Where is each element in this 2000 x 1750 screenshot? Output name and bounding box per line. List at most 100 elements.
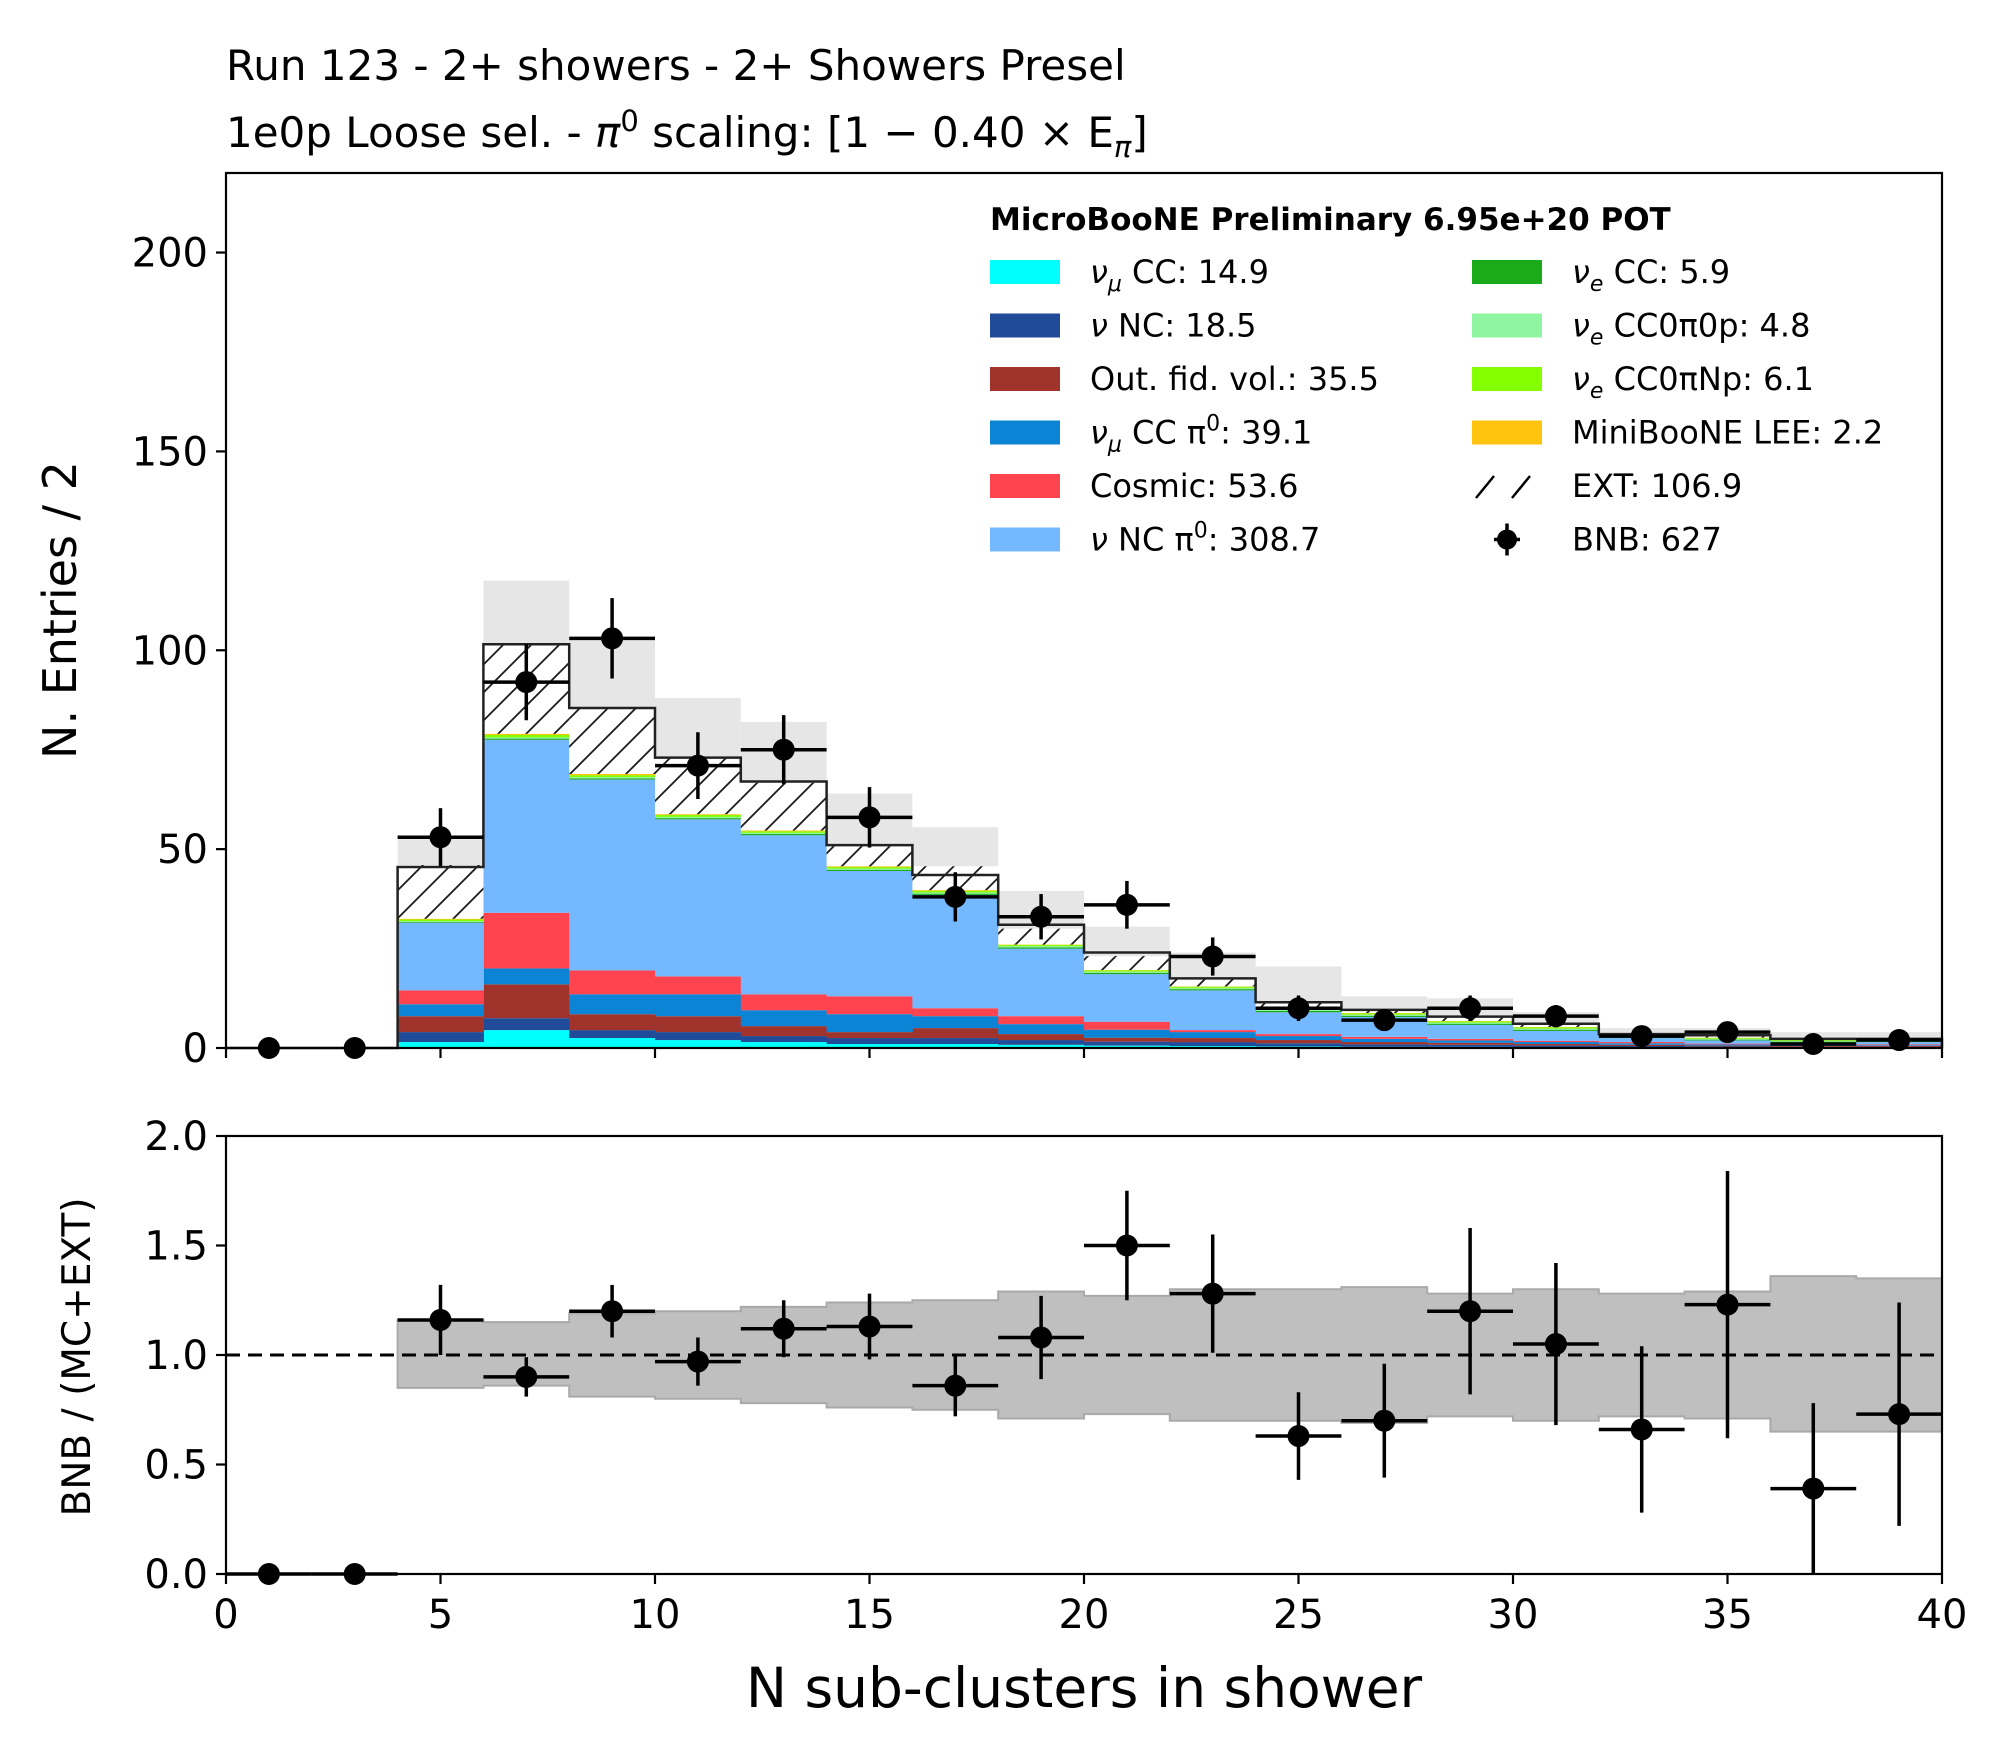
bar-nue_np [998,944,1085,947]
bar-numu_cc [397,1042,484,1048]
bnb-point [515,671,538,694]
legend-label-numu_cc: νμ CC: 14.9 [1090,253,1269,297]
bar-nue_cc [397,921,484,923]
bar-ext-hatch [569,708,655,774]
ratio-point [1459,1300,1482,1323]
bar-ofv [569,1014,656,1031]
bar-nu_nc [483,1018,570,1031]
ratio-point [1716,1293,1739,1316]
bar-nu_nc [1513,1045,1600,1048]
legend-label-nue_0p: νe CC0π0p: 4.8 [1572,307,1810,351]
bar-ofv [1341,1042,1428,1045]
ratio-point [429,1308,452,1331]
legend-swatch-nue_cc [1472,260,1542,284]
bar-nu_nc [655,1032,742,1041]
x-tick-label: 25 [1273,1592,1324,1638]
bar-nue_np [483,734,570,738]
bar-ofv [1513,1044,1600,1046]
ratio-point [1630,1418,1653,1441]
bar-nu_nc [1169,1042,1257,1047]
bar-nc_pi0 [1427,1024,1514,1039]
legend-items: νμ CC: 14.9 ν NC: 18.5 Out. fid. vol.: 35.… [990,253,1883,559]
bnb-point [1373,1009,1396,1032]
main-y-axis-ticks: 0 50 100 150 200 [132,231,226,1072]
bar-nue_np [1427,1021,1514,1023]
bar-nue_0p [998,946,1085,948]
legend-label-lee: MiniBooNE LEE: 2.2 [1572,414,1883,452]
bar-nue_cc [1169,989,1257,991]
bar-nc_pi0 [1513,1030,1600,1041]
bar-nue_np [1169,986,1257,988]
x-tick-label: 40 [1917,1592,1968,1638]
bar-numu_cc [569,1038,656,1048]
ratio-point [1802,1477,1825,1500]
bar-nue_0p [826,868,913,870]
bnb-point [1287,997,1310,1020]
bar-cosmic [1513,1040,1600,1043]
legend-swatch-numu_cc [990,260,1060,284]
legend-label-nu_nc: ν NC: 18.5 [1090,307,1257,345]
bar-nue_0p [569,777,656,779]
bar-lee [655,814,742,815]
bar-nu_nc [1427,1044,1514,1047]
ratio-point [944,1374,967,1397]
ratio-point [858,1315,881,1338]
bar-numu_cc_pi0 [912,1016,999,1029]
ratio-point [772,1317,795,1340]
bar-nu_nc [998,1040,1085,1045]
bnb-point [1201,945,1224,968]
bar-lee [397,918,484,920]
bnb-point [601,627,624,650]
bar-nu_nc [1084,1041,1171,1046]
bar-nc_pi0 [1084,974,1171,1022]
bar-numu_cc_pi0 [1684,1044,1771,1046]
bar-lee [740,830,828,832]
bar-nue_cc [998,947,1085,949]
bar-ext-hatch [740,782,827,831]
bar-nue_cc [1427,1023,1514,1025]
bar-nu_nc [1341,1044,1428,1047]
bnb-point [686,754,709,777]
bar-nue_cc [483,738,570,740]
bar-numu_cc [998,1044,1085,1048]
bar-nu_nc [740,1036,828,1043]
ratio-point [1201,1282,1224,1305]
bar-nue_cc [569,778,656,780]
bar-cosmic [483,912,570,969]
bar-numu_cc [1084,1045,1171,1048]
bar-numu_cc_pi0 [1084,1029,1171,1038]
bar-nue_0p [1084,971,1171,973]
x-tick-label: 30 [1488,1592,1539,1638]
legend-swatch-nc_pi0 [990,527,1060,552]
bar-numu_cc [826,1044,913,1048]
bnb-point [1030,905,1053,928]
y-tick-label: 200 [132,231,208,277]
x-tick-label: 10 [630,1592,681,1638]
bar-cosmic [1169,1030,1257,1033]
bnb-point [944,885,967,908]
bar-numu_cc_pi0 [1513,1042,1600,1045]
bar-nue_np [655,814,742,817]
legend-label-bnb: BNB: 627 [1572,521,1722,559]
main-histogram-panel: 0 50 100 150 200 N. Entries / 2 MicroBooNE P… [33,171,1944,1072]
legend-label-nc_pi0: ν NC π0: 308.7 [1090,519,1320,559]
bnb-point [772,738,795,761]
bar-numu_cc [483,1030,570,1048]
bar-nue_cc [740,834,828,836]
y-tick-label: 150 [132,429,208,475]
bar-nu_nc [1255,1043,1342,1047]
ratio-y-tick-label: 0.5 [144,1443,208,1489]
bar-ofv [826,1032,913,1039]
legend-label-cosmic: Cosmic: 53.6 [1090,467,1298,505]
ratio-y-axis-ticks: 0.0 0.5 1.0 1.5 2.0 [144,1114,226,1598]
bar-cosmic [740,994,828,1011]
main-x-axis-ticks [224,1048,1944,1058]
ratio-point [1373,1409,1396,1432]
bar-numu_cc [740,1042,828,1048]
legend-bnb-marker [1497,529,1517,550]
bar-nc_pi0 [1169,990,1257,1031]
legend-ext-hatch [1511,475,1531,499]
bar-ofv [740,1026,828,1037]
legend-swatch-numu_cc_pi0 [990,420,1060,445]
ratio-y-tick-label: 1.0 [144,1333,208,1379]
